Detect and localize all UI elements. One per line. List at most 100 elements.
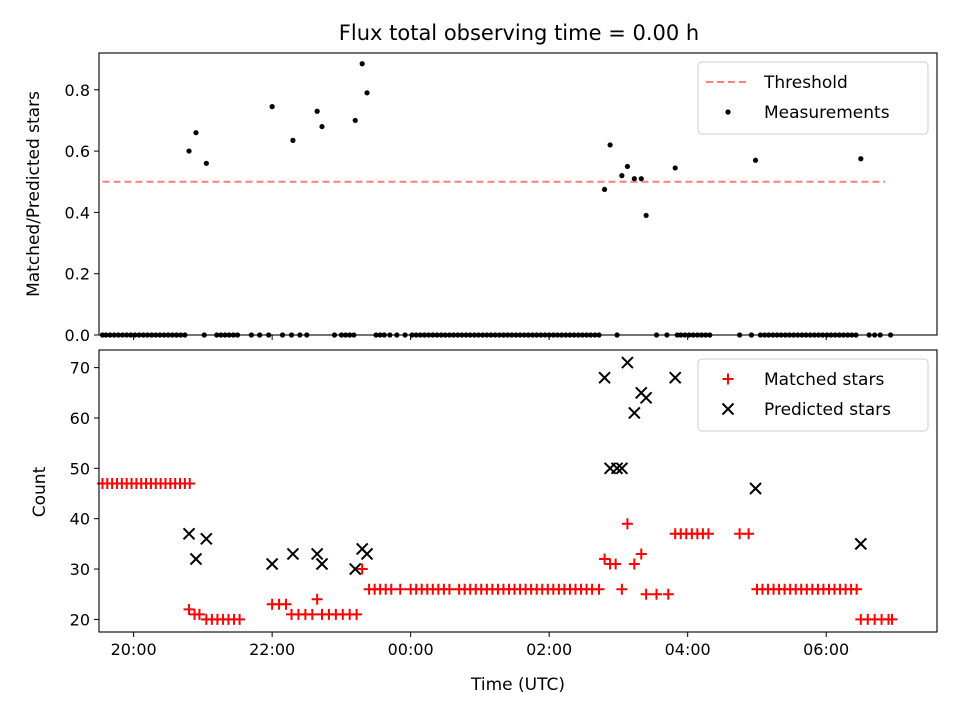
data-point [651,588,663,600]
data-point [286,547,300,561]
data-point [189,552,203,566]
y-tick-label: 70 [70,359,90,378]
data-point [702,528,714,540]
legend: Threshold Measurements [697,61,929,135]
data-point [593,583,605,595]
data-point [315,557,329,571]
bottom-y-axis-label: Count [30,466,50,517]
x-tick-label: 06:00 [803,640,849,659]
data-point [234,613,246,625]
legend-label: Measurements [764,103,890,123]
data-point [638,176,644,182]
data-point [598,371,611,384]
data-point [621,518,633,530]
data-point [359,61,365,67]
data-point [356,563,368,575]
data-point [394,583,406,595]
legend-label: Matched stars [764,370,884,390]
data-point [319,123,325,130]
data-point [193,130,199,136]
axes-frame [98,52,938,336]
top-y-axis-label: Matched/Predicted stars [24,91,44,297]
data-point [601,186,608,193]
data-point [858,156,864,162]
data-point [352,117,358,124]
data-point [672,165,678,171]
data-point [851,583,863,595]
data-point [184,477,196,489]
data-point [364,90,370,96]
data-point [624,163,631,170]
data-point [443,583,455,595]
data-point [631,176,637,182]
ratio-panel: 0.0 0.2 0.4 0.6 0.8 Threshold Measurements [65,52,938,345]
count-panel: 20 30 40 50 60 70 20:00 22:00 00:00 02:00 04:00 06:… [70,349,938,659]
data-point [280,598,292,610]
data-point [639,391,653,405]
legend-label: Predicted stars [764,400,891,420]
legend-marker [725,109,731,115]
y-tick-label: 60 [70,409,90,428]
data-point [183,603,195,615]
data-point [269,104,275,110]
data-point [662,588,674,600]
data-point [360,547,374,561]
x-tick-label: 02:00 [526,640,572,659]
data-point [310,547,324,561]
data-point [610,558,622,570]
y-tick-label: 20 [70,610,90,629]
data-point [621,356,634,369]
data-point [619,173,625,179]
x-tick-label: 22:00 [249,640,295,659]
data-point [599,553,611,565]
y-tick-label: 0.4 [65,203,90,222]
data-point [610,462,624,475]
data-point [311,593,323,605]
data-point [607,142,613,148]
legend: Matched stars Predicted stars [697,358,929,432]
data-point [640,588,652,600]
data-point [182,527,196,541]
data-point [349,562,362,576]
data-point [669,371,682,384]
y-tick-label: 40 [70,510,90,529]
data-point [351,608,363,620]
data-point [628,406,641,420]
data-point [306,608,318,620]
data-point [886,613,898,625]
x-tick-label: 00:00 [388,640,434,659]
data-point [635,548,647,560]
data-point [628,558,640,570]
legend-box [697,61,929,135]
data-point [643,212,649,219]
data-point [854,537,868,551]
y-tick-label: 0.0 [65,326,90,345]
data-point [290,137,296,143]
chart-title: Flux total observing time = 0.00 h [339,21,699,45]
data-point [743,528,755,540]
data-point [749,482,762,495]
data-point [200,532,213,546]
x-tick-label: 04:00 [665,640,711,659]
data-point [186,148,192,154]
y-tick-label: 30 [70,560,90,579]
axes-frame [98,349,938,633]
series-matched-stars [96,477,898,625]
y-tick-label: 50 [70,459,90,478]
data-point [314,108,320,114]
y-tick-label: 0.8 [65,81,90,100]
legend-marker [721,402,735,416]
y-tick-label: 0.2 [65,265,90,284]
data-point [615,462,629,475]
y-tick-label: 0.6 [65,142,90,161]
x-axis-label: Time (UTC) [470,675,565,695]
data-point [616,583,628,595]
legend-box [697,358,929,432]
data-point [752,157,759,163]
data-point [265,557,279,571]
legend-label: Threshold [763,73,848,93]
series-predicted-stars [182,356,868,576]
legend-marker [722,373,734,385]
data-point [203,160,209,166]
